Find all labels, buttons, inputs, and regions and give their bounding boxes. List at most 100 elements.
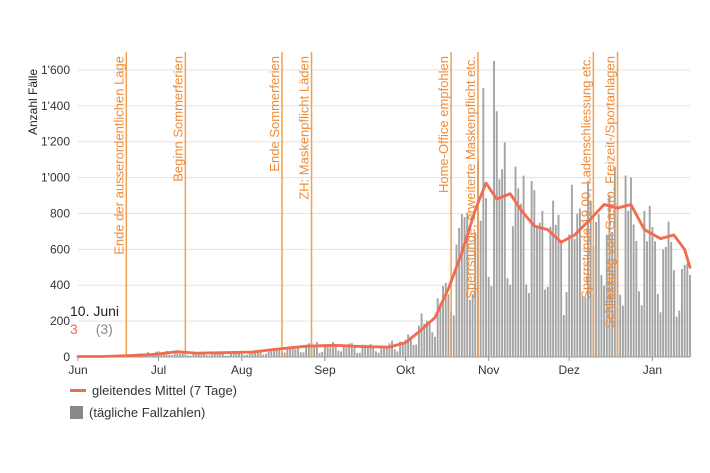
daily-bar: [603, 285, 606, 357]
daily-bar: [423, 323, 426, 357]
y-tick-label: 1'200: [41, 135, 70, 149]
daily-bar: [654, 241, 657, 357]
daily-bar: [329, 347, 332, 357]
daily-bar: [670, 241, 673, 357]
daily-bar: [474, 232, 477, 357]
daily-bar: [213, 352, 216, 357]
daily-bar: [399, 341, 402, 357]
daily-bar: [417, 325, 420, 357]
daily-bar: [364, 344, 367, 357]
daily-bar: [243, 354, 246, 357]
daily-bar: [356, 353, 359, 357]
daily-bar: [493, 60, 495, 358]
daily-bar: [541, 210, 544, 357]
daily-bar: [326, 345, 329, 357]
daily-bar: [511, 226, 514, 357]
daily-bar: [375, 351, 377, 357]
daily-bars: [77, 60, 691, 358]
daily-bar: [187, 355, 189, 357]
tooltip-value: 3: [70, 321, 78, 337]
event-label: Home-Office empfohlen: [436, 56, 451, 193]
event-label: Schliessung von Gastro, Freizeit-/Sporta…: [603, 56, 618, 328]
daily-bar: [283, 352, 286, 357]
daily-bar: [361, 344, 364, 357]
daily-bar: [240, 352, 243, 357]
daily-bar: [635, 240, 638, 357]
x-tick-label: Jan: [643, 363, 662, 377]
daily-bar: [560, 240, 563, 357]
daily-bar: [689, 274, 691, 357]
daily-bar: [380, 347, 383, 357]
daily-bar: [383, 347, 385, 357]
daily-bar: [495, 111, 498, 358]
daily-bar: [291, 346, 294, 357]
daily-bar: [224, 355, 227, 357]
daily-bar: [533, 190, 536, 357]
daily-bar: [197, 352, 200, 357]
daily-bar: [315, 341, 318, 357]
daily-bar: [267, 351, 270, 357]
y-tick-label: 200: [50, 314, 70, 328]
daily-bar: [568, 234, 571, 357]
legend-swatch-box: [70, 406, 83, 419]
daily-bar: [538, 222, 541, 357]
y-tick-label: 600: [50, 242, 70, 256]
daily-bar: [487, 276, 490, 357]
daily-bar: [321, 351, 324, 357]
daily-bar: [324, 344, 326, 357]
daily-bar: [611, 232, 614, 357]
daily-bar: [509, 284, 512, 357]
daily-bar: [589, 200, 592, 357]
daily-bar: [173, 352, 176, 357]
daily-bar: [273, 349, 275, 357]
daily-bar: [179, 353, 181, 357]
daily-bar: [420, 313, 423, 357]
daily-bar: [171, 355, 173, 357]
daily-bar: [678, 310, 681, 357]
daily-bar: [428, 321, 431, 357]
daily-bar: [235, 352, 238, 357]
daily-bar: [490, 285, 493, 357]
daily-bar: [208, 355, 211, 357]
daily-bar: [536, 225, 538, 357]
legend-item-daily-cases[interactable]: (tägliche Fallzahlen): [70, 405, 205, 420]
daily-bar: [262, 354, 265, 357]
daily-bar: [393, 349, 396, 357]
daily-bar: [544, 289, 546, 357]
daily-bar: [251, 350, 254, 357]
daily-bar: [302, 352, 305, 357]
daily-bar: [264, 353, 267, 357]
daily-bar: [168, 354, 171, 357]
daily-bar: [211, 352, 214, 357]
daily-bar: [514, 166, 517, 357]
daily-bar: [573, 239, 576, 357]
daily-bar: [412, 344, 415, 357]
y-tick-label: 0: [63, 350, 70, 364]
daily-bar: [503, 142, 506, 357]
daily-bar: [517, 188, 520, 357]
legend-item-moving-average[interactable]: gleitendes Mittel (7 Tage): [70, 383, 237, 398]
daily-bar: [305, 345, 308, 357]
daily-bar: [203, 353, 206, 357]
daily-bar: [200, 353, 203, 357]
x-tick-label: Aug: [231, 363, 252, 377]
daily-bar: [458, 227, 461, 357]
y-tick-label: 800: [50, 206, 70, 220]
daily-bar: [667, 221, 670, 357]
daily-bar: [270, 351, 273, 357]
daily-bar: [254, 351, 257, 357]
daily-bar: [286, 347, 289, 357]
daily-bar: [358, 352, 361, 357]
daily-bar: [345, 347, 348, 357]
daily-bar: [552, 200, 555, 357]
daily-bar: [431, 332, 434, 357]
legend-swatch-line: [70, 389, 86, 392]
daily-bar: [643, 210, 646, 357]
x-tick-label: Okt: [396, 363, 415, 377]
daily-bar: [587, 181, 589, 357]
daily-bar: [162, 352, 165, 357]
daily-bar: [192, 352, 195, 357]
daily-bar: [621, 305, 624, 357]
daily-bar: [307, 343, 310, 357]
